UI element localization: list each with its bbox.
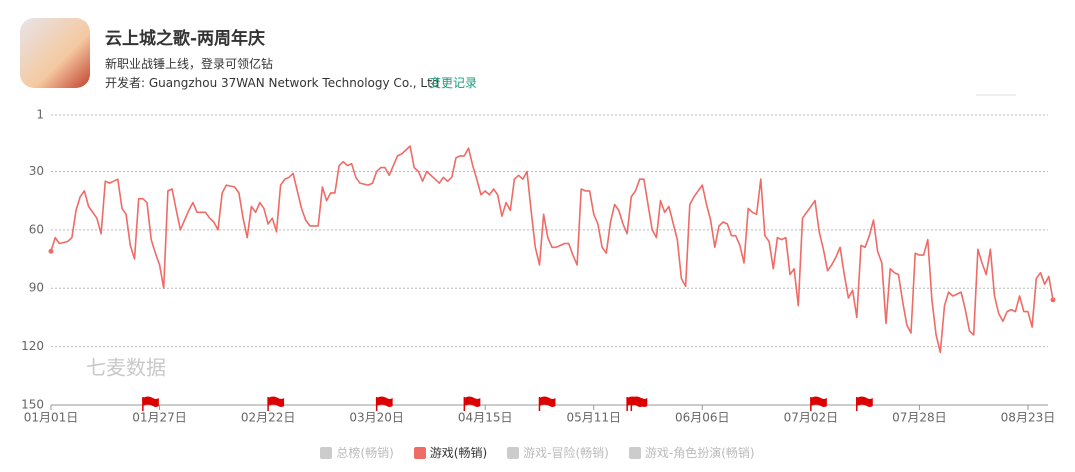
x-tick-label: 06月06日 [675, 411, 730, 425]
x-tick-label: 07月02日 [784, 411, 839, 425]
legend-label: 游戏(畅销) [429, 446, 488, 460]
legend-item[interactable]: 总榜(畅销) [320, 444, 394, 461]
event-flag [463, 396, 481, 411]
legend-swatch [628, 446, 641, 459]
y-tick-label: 120 [21, 339, 44, 353]
legend-swatch [320, 446, 333, 459]
event-flag [630, 396, 648, 411]
event-flag [810, 396, 827, 411]
flag-cloth [268, 396, 285, 407]
y-tick-label: 90 [29, 281, 44, 295]
legend-label: 游戏-冒险(畅销) [523, 446, 609, 460]
watermark: 七麦数据 [86, 356, 166, 380]
x-tick-label: 04月15日 [458, 411, 513, 425]
y-tick-label: 30 [29, 164, 44, 178]
y-tick-label: 1 [36, 108, 44, 122]
x-tick-label: 01月01日 [24, 411, 79, 425]
x-tick-label: 02月22日 [241, 411, 296, 425]
app-icon [20, 18, 90, 88]
end-point [1050, 297, 1056, 303]
app-title: 云上城之歌-两周年庆 [105, 29, 266, 49]
x-tick-label: 03月20日 [349, 411, 404, 425]
x-tick-label: 01月27日 [132, 411, 187, 425]
flag-cloth [376, 396, 393, 407]
x-tick-label: 08月23日 [1001, 411, 1056, 425]
legend-item[interactable]: 游戏-冒险(畅销) [507, 444, 609, 461]
legend-item[interactable]: 游戏(畅销) [413, 444, 488, 461]
y-tick-label: 60 [29, 222, 44, 236]
flag-cloth [539, 396, 556, 407]
changelog-link[interactable]: 变更记录 [429, 76, 478, 90]
end-point [48, 248, 54, 254]
legend: 总榜(畅销) 游戏(畅销) 游戏-冒险(畅销) 游戏-角色扮演(畅销) [0, 444, 1075, 461]
flag-cloth [631, 396, 648, 407]
flag-cloth [810, 396, 827, 407]
legend-swatch [413, 446, 426, 459]
event-flag [267, 396, 285, 411]
event-flag [856, 396, 873, 411]
x-tick-label: 05月11日 [566, 411, 621, 425]
x-tick-label: 07月28日 [892, 411, 947, 425]
flag-cloth [856, 396, 873, 407]
legend-item[interactable]: 游戏-角色扮演(畅销) [628, 444, 755, 461]
event-flag [375, 396, 393, 411]
rank-line [50, 145, 1054, 354]
legend-label: 总榜(畅销) [336, 446, 394, 460]
legend-label: 游戏-角色扮演(畅销) [644, 446, 755, 460]
developer: 开发者: Guangzhou 37WAN Network Technology … [105, 76, 440, 90]
app-subtitle: 新职业战锤上线，登录可领亿钻 [105, 57, 274, 71]
legend-swatch [507, 446, 520, 459]
event-flag [142, 396, 159, 411]
flag-cloth [464, 396, 481, 407]
flag-cloth [142, 396, 159, 407]
event-flag [538, 396, 556, 411]
y-tick-label: 150 [21, 398, 44, 412]
